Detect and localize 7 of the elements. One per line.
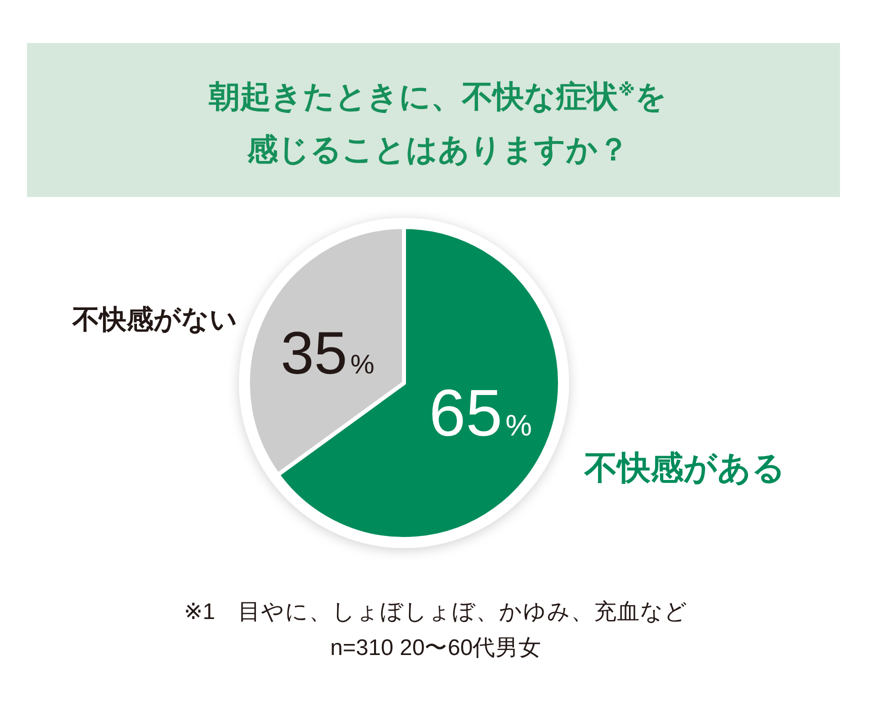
data-label: 65% [429,376,532,450]
text: n=310 20〜60代男女 [330,635,542,660]
data-label: 35% [280,320,374,387]
slice-label: 不快感がない [71,304,238,334]
text: ※1 目やに、しょぼしょぼ、かゆみ、充血など [184,599,688,624]
slice-label: 不快感がある [584,448,786,486]
chart-title: 朝起きたときに、不快な症状$^{※}$を感じることはありますか？ [208,78,668,169]
